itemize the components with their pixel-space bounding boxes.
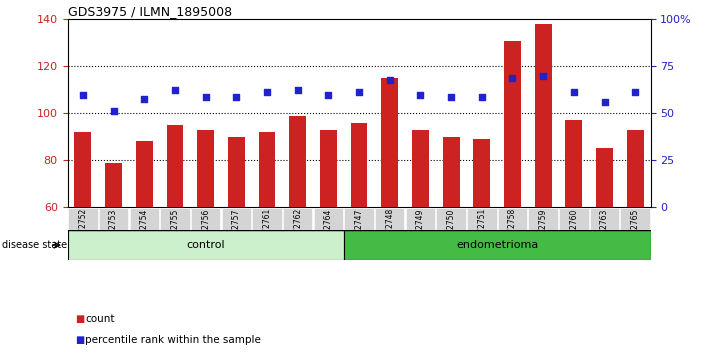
Point [599, 99, 610, 104]
Bar [596, 148, 613, 207]
Bar [621, 207, 650, 230]
Text: disease state: disease state [2, 240, 68, 250]
Bar [528, 207, 558, 230]
Point [200, 94, 211, 100]
Text: GSM572753: GSM572753 [109, 208, 118, 255]
Text: GSM572756: GSM572756 [201, 208, 210, 255]
Point [445, 94, 456, 100]
Text: GSM572748: GSM572748 [385, 208, 394, 255]
Bar [197, 130, 214, 207]
Bar [412, 130, 429, 207]
Bar [191, 207, 220, 230]
Text: GSM572758: GSM572758 [508, 208, 517, 255]
Point [108, 108, 119, 114]
Bar [320, 130, 337, 207]
Bar [406, 207, 435, 230]
Text: control: control [186, 240, 225, 250]
Bar [559, 207, 589, 230]
Text: GSM572759: GSM572759 [539, 208, 547, 255]
Text: GSM572751: GSM572751 [477, 208, 486, 255]
Point [230, 94, 242, 100]
Point [292, 87, 304, 93]
Bar [437, 207, 466, 230]
Point [262, 89, 273, 95]
Text: GSM572750: GSM572750 [447, 208, 456, 255]
Text: GDS3975 / ILMN_1895008: GDS3975 / ILMN_1895008 [68, 5, 232, 18]
Text: GSM572749: GSM572749 [416, 208, 425, 255]
Text: GSM572755: GSM572755 [171, 208, 179, 255]
Bar [467, 207, 496, 230]
Bar [535, 24, 552, 207]
Text: GSM572747: GSM572747 [355, 208, 363, 255]
Bar [160, 207, 190, 230]
Text: GSM572764: GSM572764 [324, 208, 333, 255]
Bar [166, 125, 183, 207]
Point [415, 92, 426, 97]
Bar [443, 137, 459, 207]
Bar [136, 141, 153, 207]
Bar [75, 132, 91, 207]
Bar [343, 230, 651, 260]
Bar [504, 41, 521, 207]
Bar [590, 207, 619, 230]
Text: count: count [85, 314, 114, 324]
Point [568, 89, 579, 95]
Text: GSM572754: GSM572754 [140, 208, 149, 255]
Text: GSM572760: GSM572760 [570, 208, 578, 255]
Text: GSM572752: GSM572752 [78, 208, 87, 255]
Bar [259, 132, 275, 207]
Bar [344, 207, 374, 230]
Bar [99, 207, 128, 230]
Text: GSM572762: GSM572762 [293, 208, 302, 255]
Text: ■: ■ [75, 335, 84, 345]
Text: GSM572765: GSM572765 [631, 208, 640, 255]
Point [77, 92, 89, 97]
Text: ■: ■ [75, 314, 84, 324]
Point [538, 73, 549, 79]
Bar [627, 130, 643, 207]
Point [353, 89, 365, 95]
Bar [498, 207, 528, 230]
Point [323, 92, 334, 97]
Point [139, 96, 150, 102]
Bar [283, 207, 312, 230]
Point [384, 78, 395, 83]
Bar [222, 207, 251, 230]
Bar [289, 116, 306, 207]
Bar [375, 207, 405, 230]
Bar [351, 123, 368, 207]
Bar [252, 207, 282, 230]
Text: endometrioma: endometrioma [456, 240, 538, 250]
Text: GSM572761: GSM572761 [262, 208, 272, 255]
Point [169, 87, 181, 93]
Bar [381, 78, 398, 207]
Bar [228, 137, 245, 207]
Bar [68, 207, 97, 230]
Bar [105, 162, 122, 207]
Bar [474, 139, 491, 207]
Point [629, 89, 641, 95]
Text: GSM572757: GSM572757 [232, 208, 241, 255]
Text: GSM572763: GSM572763 [600, 208, 609, 255]
Bar [129, 207, 159, 230]
Point [476, 94, 488, 100]
Bar [565, 120, 582, 207]
Text: percentile rank within the sample: percentile rank within the sample [85, 335, 261, 345]
Bar [314, 207, 343, 230]
Bar [68, 230, 343, 260]
Point [507, 75, 518, 81]
